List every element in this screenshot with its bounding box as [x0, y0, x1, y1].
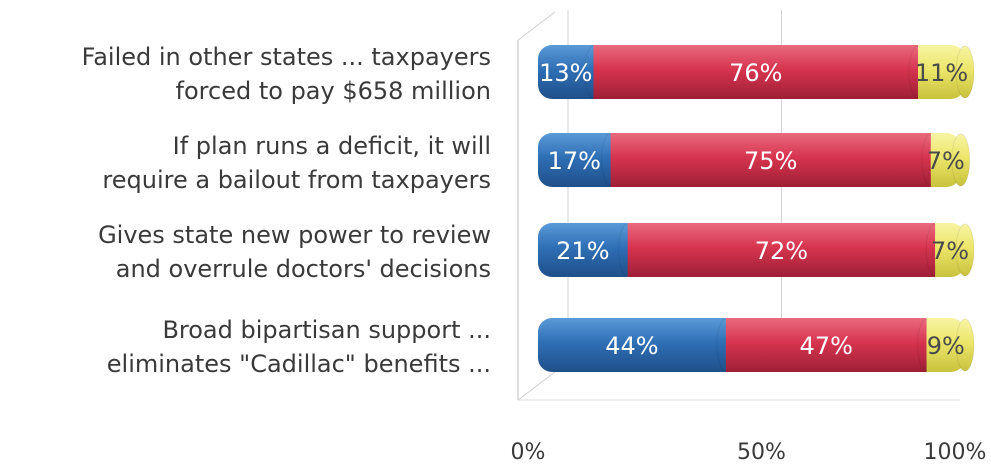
- x-tick-label: 100%: [923, 440, 987, 465]
- bar-segment: [610, 133, 931, 187]
- axis-depth-bottom: [517, 371, 556, 401]
- bar-segment: [725, 318, 927, 372]
- bar-segment-cap: [951, 133, 971, 187]
- bar-segment-cap: [955, 318, 975, 372]
- data-label: 72%: [755, 237, 808, 265]
- bar-segment: [538, 223, 628, 277]
- data-label: 13%: [539, 59, 592, 87]
- category-label: Gives state new power to review and over…: [98, 221, 491, 283]
- data-label: 7%: [931, 237, 969, 265]
- data-label: 11%: [915, 59, 968, 87]
- category-label: Failed in other states ... taxpayers for…: [81, 43, 491, 105]
- axis-depth-top: [517, 11, 556, 41]
- bar-segment-cap: [955, 223, 975, 277]
- bar-segment: [538, 133, 611, 187]
- data-label: 76%: [729, 59, 782, 87]
- bar-segment: [627, 223, 936, 277]
- bar-segment-join: [935, 223, 950, 277]
- data-label: 21%: [556, 237, 609, 265]
- bar-segment-join: [930, 133, 945, 187]
- data-label: 9%: [927, 332, 965, 360]
- data-label: 75%: [744, 147, 797, 175]
- bar-segment: [593, 45, 919, 99]
- category-label: If plan runs a deficit, it will require …: [102, 132, 491, 194]
- bar-segment-join: [918, 45, 933, 99]
- x-tick-label: 50%: [737, 440, 786, 465]
- data-label: 47%: [800, 332, 853, 360]
- category-label: Broad bipartisan support ... eliminates …: [106, 316, 491, 378]
- data-label: 44%: [605, 332, 658, 360]
- bar-segment: [538, 318, 726, 372]
- bar-segment-join: [926, 318, 941, 372]
- data-label: 7%: [927, 147, 965, 175]
- x-tick-label: 0%: [510, 440, 546, 465]
- data-label: 17%: [548, 147, 601, 175]
- bar-segment-cap: [955, 45, 975, 99]
